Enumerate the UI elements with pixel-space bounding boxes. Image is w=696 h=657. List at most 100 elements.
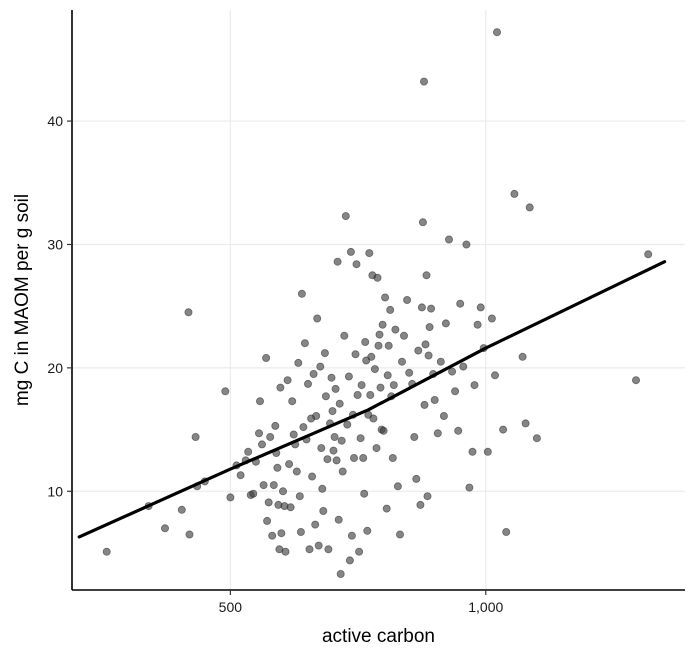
data-point: [177, 505, 186, 514]
data-point: [244, 447, 253, 456]
data-point: [451, 387, 460, 396]
data-point: [370, 365, 379, 374]
y-tick-label: 40: [47, 113, 63, 129]
data-point: [439, 411, 448, 420]
data-point: [356, 434, 365, 443]
data-point: [254, 429, 263, 438]
data-point: [366, 390, 375, 399]
data-point: [420, 400, 429, 409]
data-point: [363, 526, 372, 535]
x-tick-label: 1,000: [468, 599, 503, 615]
data-point: [273, 463, 282, 472]
data-point: [355, 547, 364, 556]
data-point: [276, 383, 285, 392]
data-point: [328, 407, 337, 416]
data-point: [185, 530, 194, 539]
data-point: [525, 203, 534, 212]
data-point: [359, 453, 368, 462]
data-point: [184, 308, 193, 317]
data-point: [327, 373, 336, 382]
data-point: [257, 440, 266, 449]
data-point: [324, 545, 333, 554]
data-point: [374, 341, 383, 350]
data-point: [334, 515, 343, 524]
data-point: [318, 484, 327, 493]
y-tick-label: 20: [47, 360, 63, 376]
data-point: [499, 425, 508, 434]
data-point: [412, 474, 421, 483]
data-point: [259, 481, 268, 490]
data-point: [264, 498, 273, 507]
data-point: [283, 376, 292, 385]
data-point: [297, 289, 306, 298]
data-point: [405, 368, 414, 377]
y-axis-title: mg C in MAOM per g soil: [12, 194, 33, 406]
data-point: [421, 340, 430, 349]
data-point: [436, 357, 445, 366]
y-tick-label: 10: [47, 483, 63, 499]
data-point: [502, 528, 511, 537]
data-point: [266, 432, 275, 441]
data-point: [305, 545, 314, 554]
data-point: [313, 314, 322, 323]
data-point: [268, 531, 277, 540]
data-point: [388, 453, 397, 462]
data-point: [379, 426, 388, 435]
data-point: [343, 420, 352, 429]
data-point: [423, 492, 432, 501]
data-point: [338, 467, 347, 476]
data-point: [347, 531, 356, 540]
data-point: [335, 399, 344, 408]
data-point: [308, 472, 317, 481]
data-point: [336, 570, 345, 579]
data-point: [320, 349, 329, 358]
data-point: [299, 423, 308, 432]
data-point: [369, 414, 378, 423]
data-point: [492, 28, 501, 37]
data-point: [236, 471, 245, 480]
data-point: [410, 432, 419, 441]
data-point: [262, 353, 271, 362]
data-point: [430, 395, 439, 404]
data-point: [349, 453, 358, 462]
data-point: [323, 455, 332, 464]
data-point: [433, 429, 442, 438]
data-point: [381, 293, 390, 302]
data-point: [383, 371, 392, 380]
data-point: [102, 547, 111, 556]
data-point: [314, 541, 323, 550]
x-axis-ticks: 500 1,000: [219, 590, 503, 615]
data-point: [483, 447, 492, 456]
data-point: [294, 358, 303, 367]
data-point: [160, 524, 169, 533]
data-point: [393, 482, 402, 491]
data-point: [375, 330, 384, 339]
data-point: [444, 235, 453, 244]
data-point: [376, 383, 385, 392]
data-point: [249, 489, 258, 498]
data-point: [417, 303, 426, 312]
data-point: [470, 381, 479, 390]
data-point: [344, 372, 353, 381]
data-point: [309, 369, 318, 378]
data-point: [397, 357, 406, 366]
data-point: [518, 352, 527, 361]
data-point: [367, 352, 376, 361]
data-point: [357, 381, 366, 390]
trend-line: [77, 260, 667, 539]
data-point: [476, 303, 485, 312]
data-point: [316, 362, 325, 371]
data-point: [456, 299, 465, 308]
data-point: [465, 483, 474, 492]
data-point: [422, 271, 431, 280]
data-point: [346, 247, 355, 256]
data-point: [300, 339, 309, 348]
data-point: [399, 331, 408, 340]
data-point: [441, 319, 450, 328]
data-point: [286, 503, 295, 512]
data-point: [395, 530, 404, 539]
data-point: [424, 351, 433, 360]
data-point: [288, 397, 297, 406]
data-point: [473, 320, 482, 329]
